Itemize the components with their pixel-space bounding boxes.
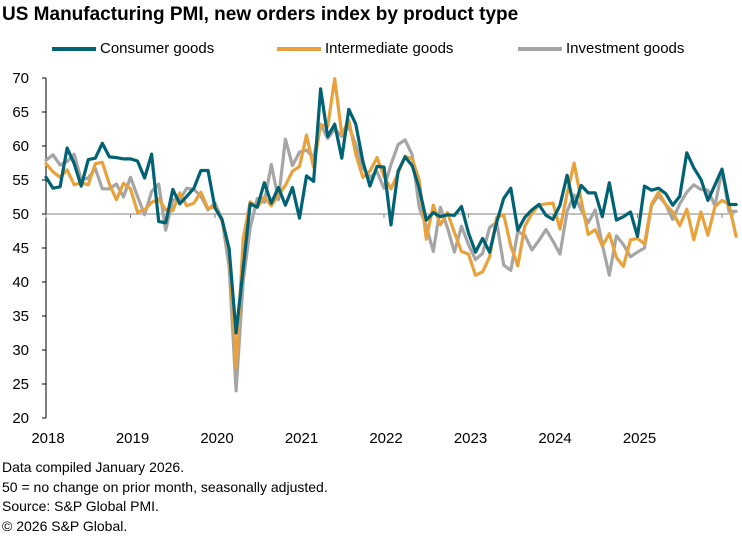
y-tick-label-70: 70 xyxy=(12,70,29,87)
x-tick-label-2024: 2024 xyxy=(538,430,571,447)
footnote-compiled: Data compiled January 2026. xyxy=(2,459,185,475)
legend-swatch-intermediate-goods xyxy=(277,46,321,51)
y-tick-label-30: 30 xyxy=(12,342,29,359)
legend-entry-consumer-goods: Consumer goods xyxy=(52,40,214,57)
legend-label-investment-goods: Investment goods xyxy=(566,40,685,57)
y-tick-label-25: 25 xyxy=(12,376,29,393)
footnote-source: Source: S&P Global PMI. xyxy=(2,498,159,514)
footnote-copyright: © 2026 S&P Global. xyxy=(2,517,128,534)
x-tick-label-2022: 2022 xyxy=(369,430,402,447)
x-tick-label-2019: 2019 xyxy=(116,430,149,447)
legend-label-intermediate-goods: Intermediate goods xyxy=(325,40,454,57)
y-tick-label-60: 60 xyxy=(12,138,29,155)
footnote-definition: 50 = no change on prior month, seasonall… xyxy=(2,478,328,495)
chart-title: US Manufacturing PMI, new orders index b… xyxy=(2,4,519,25)
chart-legend: Consumer goods Intermediate goods Invest… xyxy=(0,40,742,60)
legend-swatch-investment-goods xyxy=(518,46,562,51)
legend-swatch-consumer-goods xyxy=(52,46,96,51)
series-line-intermediate-goods xyxy=(44,77,738,370)
chart-footnotes: Data compiled January 2026. 50 = no chan… xyxy=(2,458,328,536)
legend-entry-intermediate-goods: Intermediate goods xyxy=(277,40,453,57)
y-tick-label-65: 65 xyxy=(12,104,29,121)
y-tick-label-35: 35 xyxy=(12,308,29,325)
y-tick-label-50: 50 xyxy=(12,206,29,223)
x-tick-label-2020: 2020 xyxy=(200,430,233,447)
series-line-consumer-goods xyxy=(44,87,738,335)
x-tick-label-2025: 2025 xyxy=(623,430,656,447)
y-tick-label-55: 55 xyxy=(12,172,29,189)
x-tick-label-2018: 2018 xyxy=(31,430,64,447)
series-line-investment-goods xyxy=(44,122,738,393)
x-tick-label-2021: 2021 xyxy=(285,430,318,447)
x-tick-label-2023: 2023 xyxy=(454,430,487,447)
y-tick-label-40: 40 xyxy=(12,274,29,291)
legend-label-consumer-goods: Consumer goods xyxy=(100,40,215,57)
y-tick-label-20: 20 xyxy=(12,410,29,427)
y-tick-label-45: 45 xyxy=(12,240,29,257)
legend-entry-investment-goods: Investment goods xyxy=(518,40,684,57)
